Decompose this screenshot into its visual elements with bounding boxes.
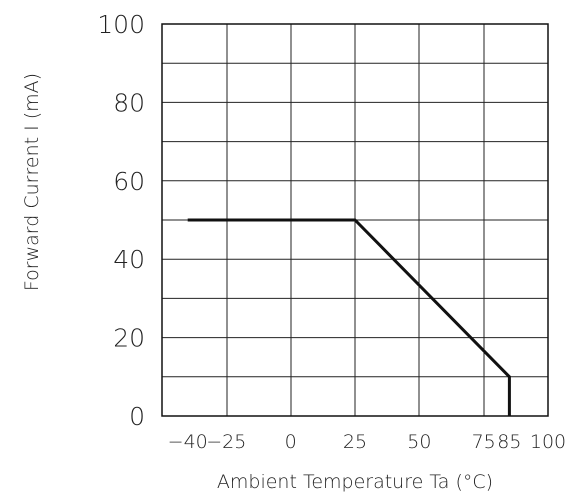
y-axis-title: Forward Current I (mA) bbox=[21, 73, 43, 291]
x-tick-label: 0 bbox=[285, 431, 297, 453]
x-tick-label: −40 bbox=[168, 431, 208, 453]
x-tick-labels: −40−25 0 25 50 75 85 100 bbox=[168, 431, 566, 453]
series-layer bbox=[187, 218, 511, 416]
plot-frame bbox=[161, 23, 549, 417]
x-tick-label: 75 bbox=[472, 431, 496, 453]
x-tick-label: 25 bbox=[343, 431, 367, 453]
y-tick-labels: 0 20 40 60 80 100 bbox=[97, 10, 145, 431]
x-axis-title: Ambient Temperature Ta (°C) bbox=[217, 471, 493, 493]
y-tick-label: 20 bbox=[113, 324, 145, 353]
y-tick-label: 80 bbox=[113, 88, 145, 117]
series-line bbox=[187, 218, 511, 416]
y-tick-label: 60 bbox=[113, 167, 145, 196]
x-tick-label: 50 bbox=[407, 431, 431, 453]
x-tick-label: 100 bbox=[530, 431, 566, 453]
x-tick-label: 85 bbox=[497, 431, 521, 453]
plot-border bbox=[161, 23, 549, 417]
x-tick-label: −25 bbox=[206, 431, 246, 453]
y-tick-label: 40 bbox=[113, 245, 145, 274]
y-tick-label: 100 bbox=[97, 10, 145, 39]
y-tick-label: 0 bbox=[129, 402, 145, 431]
